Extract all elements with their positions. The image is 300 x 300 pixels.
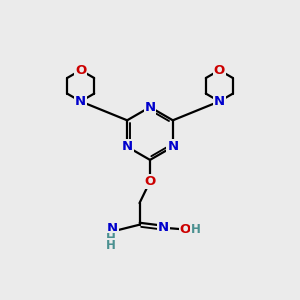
Text: N: N (107, 222, 118, 235)
Text: N: N (122, 140, 133, 153)
Text: N: N (158, 221, 169, 234)
Text: H: H (106, 239, 116, 252)
Text: N: N (144, 100, 156, 114)
Text: H: H (191, 223, 201, 236)
Text: H: H (106, 232, 116, 245)
Text: N: N (75, 95, 86, 108)
Text: O: O (144, 175, 156, 188)
Text: N: N (214, 95, 225, 108)
Text: N: N (167, 140, 178, 153)
Text: O: O (179, 223, 191, 236)
Text: O: O (214, 64, 225, 77)
Text: O: O (75, 64, 86, 77)
